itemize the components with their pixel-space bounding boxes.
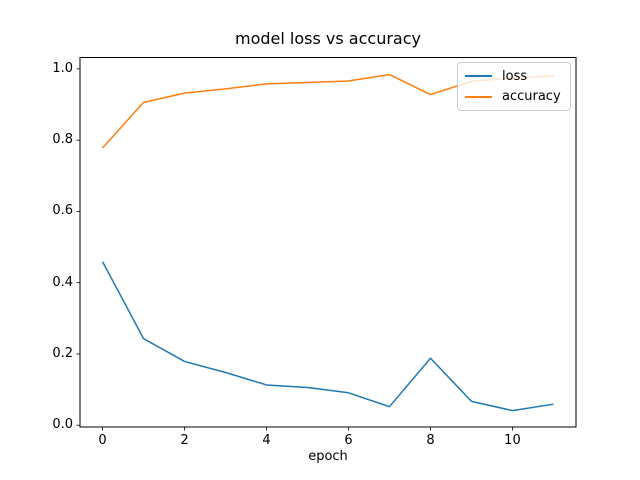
y-tick-label: 0.2 [52,345,73,361]
x-tick-label: 2 [180,433,189,448]
x-tick-label: 4 [262,433,271,448]
x-tick-label: 0 [98,433,107,448]
legend-label-accuracy: accuracy [502,89,561,105]
x-tick-label: 6 [344,433,353,448]
y-tick-label: 1.0 [52,60,73,76]
y-tick-label: 0.6 [52,203,73,219]
accuracy-line-sample [465,95,492,98]
legend-entry-loss: loss [465,66,563,87]
loss-line-sample [465,75,492,78]
x-tick-label: 10 [504,433,521,448]
loss-line [101,261,554,412]
x-tick-label: 8 [426,433,435,448]
legend: loss accuracy [457,62,571,111]
legend-label-loss: loss [502,68,528,84]
y-tick-label: 0.8 [52,132,73,148]
plot-border [79,57,577,428]
y-tick-label: 0.0 [52,417,73,433]
y-tick-label: 0.4 [52,274,73,290]
legend-entry-accuracy: accuracy [465,87,563,108]
chart-title: model loss vs accuracy [235,29,421,48]
x-axis-label: epoch [308,449,348,464]
